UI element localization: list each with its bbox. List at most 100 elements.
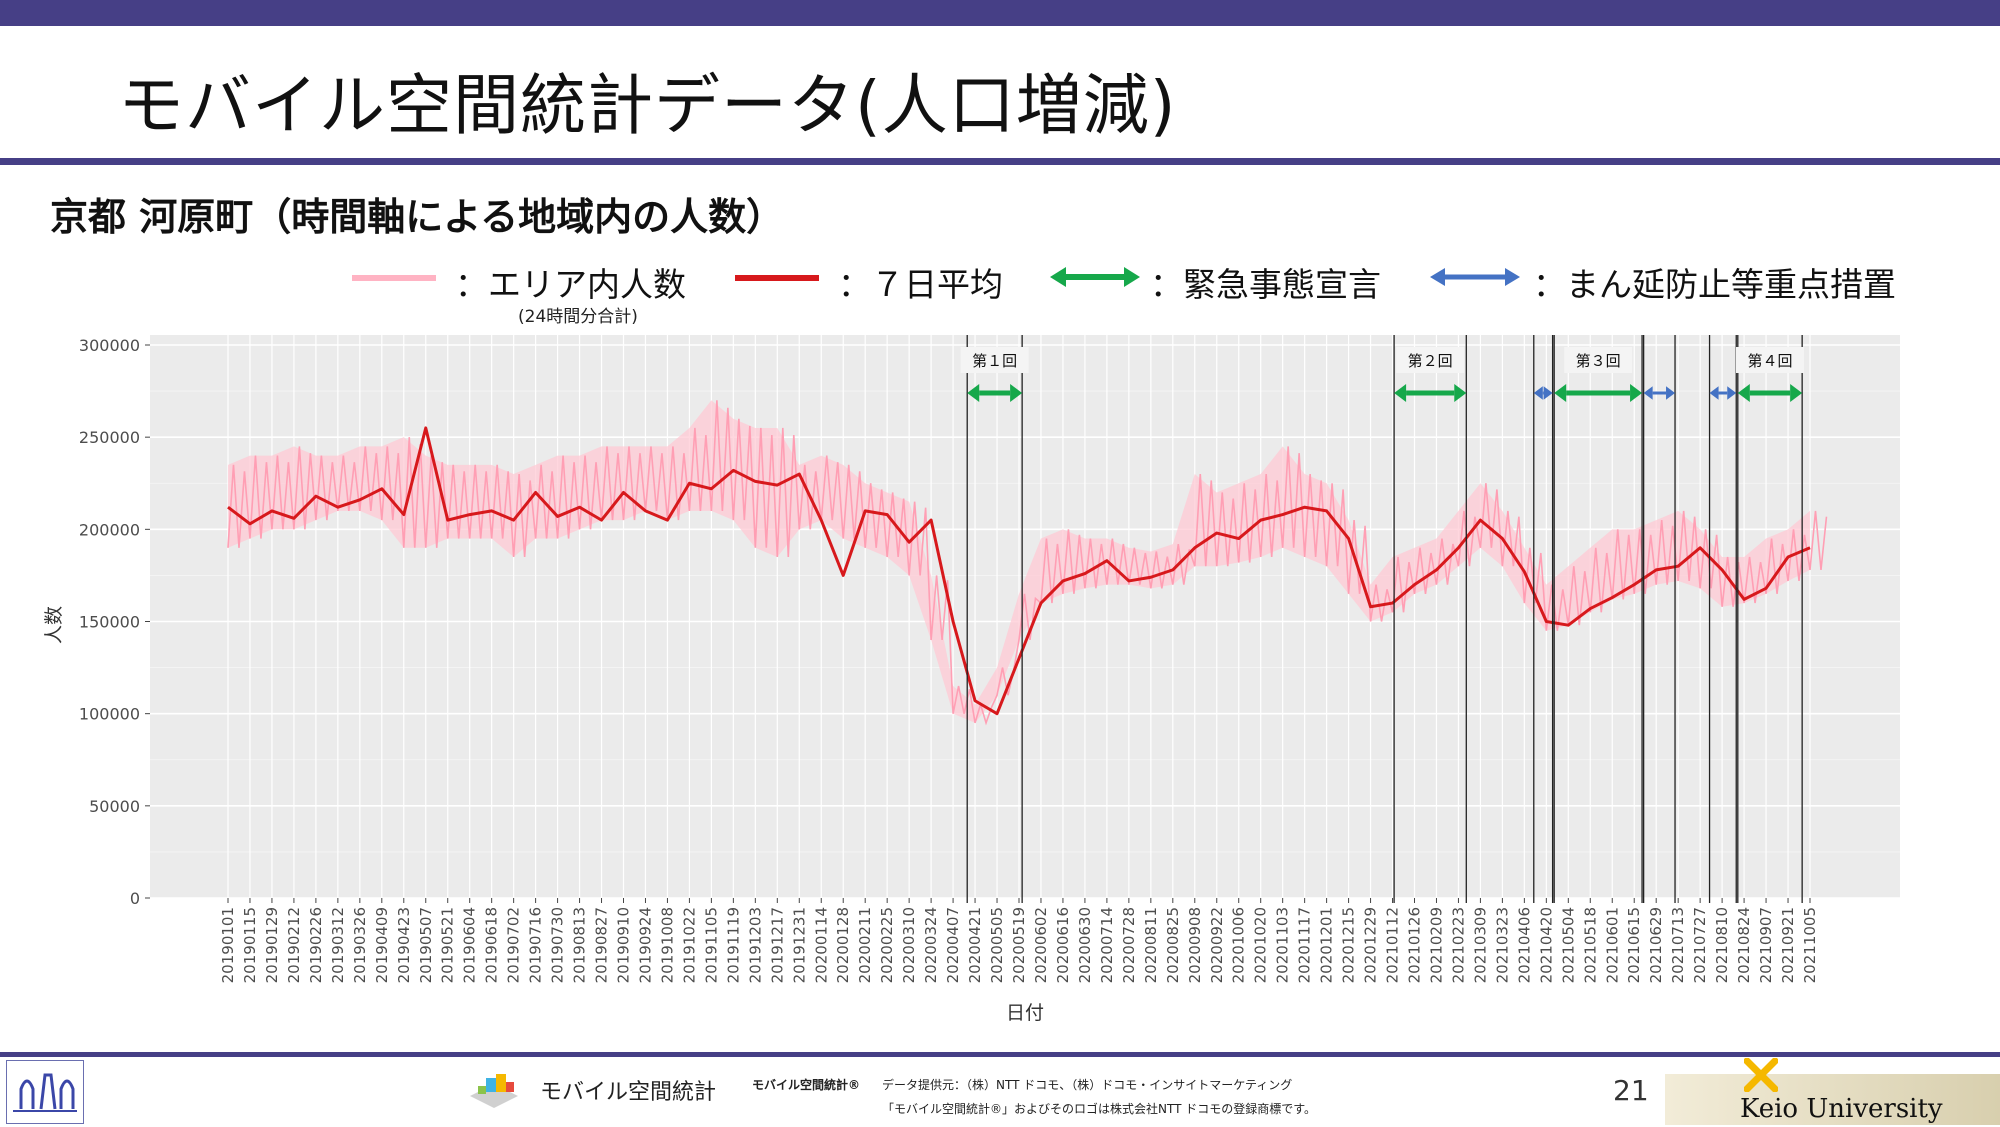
x-tick-label: 20190423 (395, 907, 413, 983)
title-divider (0, 158, 2000, 165)
y-tick-label: 100000 (79, 705, 140, 724)
legend-area-swatch (352, 275, 436, 281)
x-tick-label: 20211005 (1801, 907, 1819, 983)
x-tick-label: 20190101 (219, 907, 237, 983)
x-tick-label: 20201117 (1296, 907, 1314, 983)
x-tick-label: 20201006 (1230, 907, 1248, 983)
legend-emergency-arrow-icon (1050, 264, 1140, 290)
x-tick-label: 20200505 (988, 907, 1006, 983)
x-tick-label: 20190129 (263, 907, 281, 983)
x-tick-label: 20190604 (461, 907, 479, 983)
chart-subtitle: 京都 河原町（時間軸による地域内の人数） (50, 186, 784, 241)
x-tick-label: 20191008 (658, 907, 676, 983)
x-tick-label: 20201201 (1318, 907, 1336, 983)
x-tick-label: 20191119 (724, 907, 742, 983)
x-tick-label: 20200211 (856, 907, 874, 983)
x-tick-label: 20190910 (615, 907, 633, 983)
x-tick-label: 20200114 (812, 907, 830, 983)
x-tick-label: 20210406 (1515, 907, 1533, 983)
y-tick-label: 250000 (79, 428, 140, 447)
x-tick-label: 20210420 (1537, 907, 1555, 983)
y-tick-label: 200000 (79, 520, 140, 539)
x-tick-label: 20190326 (351, 907, 369, 983)
x-tick-label: 20210615 (1625, 907, 1643, 983)
x-tick-label: 20210921 (1779, 907, 1797, 983)
x-tick-label: 20201229 (1362, 907, 1380, 983)
y-tick-label: 300000 (79, 336, 140, 355)
mobile-spatial-logo-icon (466, 1070, 536, 1114)
footer-brand: モバイル空間統計 (540, 1074, 716, 1106)
legend-emergency-label: ：緊急事態宣言 (1150, 258, 1381, 306)
x-tick-label: 20200602 (1032, 907, 1050, 983)
x-tick-label: 20210907 (1757, 907, 1775, 983)
x-tick-label: 20190716 (527, 907, 545, 983)
x-tick-label: 20200421 (966, 907, 984, 983)
x-tick-label: 20200908 (1186, 907, 1204, 983)
x-tick-label: 20191105 (702, 907, 720, 983)
x-tick-label: 20210309 (1471, 907, 1489, 983)
x-tick-label: 20200310 (900, 907, 918, 983)
x-tick-label: 20210727 (1691, 907, 1709, 983)
period-label: 第３回 (1576, 352, 1621, 370)
x-tick-label: 20210112 (1384, 907, 1402, 983)
x-tick-label: 20210629 (1647, 907, 1665, 983)
x-tick-label: 20190702 (505, 907, 523, 983)
x-tick-label: 20210209 (1427, 907, 1445, 983)
legend-area-note: (24時間分合計) (518, 302, 638, 327)
x-tick-label: 20190827 (593, 907, 611, 983)
legend-priority-arrow-icon (1430, 264, 1520, 290)
x-tick-label: 20201215 (1340, 907, 1358, 983)
x-tick-label: 20200630 (1076, 907, 1094, 983)
footer-provider: データ提供元：（株）NTT ドコモ、（株）ドコモ・インサイトマーケティング (882, 1076, 1292, 1093)
lab-logo (6, 1060, 84, 1124)
footer-brand-small: モバイル空間統計® (752, 1076, 860, 1093)
footer-divider (0, 1052, 2000, 1057)
slide-title: モバイル空間統計データ(人口増減) (118, 52, 1177, 148)
keio-pen-icon (1744, 1058, 1778, 1092)
x-tick-label: 20190730 (549, 907, 567, 983)
x-tick-label: 20200811 (1142, 907, 1160, 983)
period-label: 第１回 (972, 352, 1017, 370)
legend-area-label: ：エリア内人数 (455, 258, 686, 306)
y-tick-label: 0 (130, 889, 140, 908)
legend-avg-label: ：７日平均 (838, 258, 1003, 306)
x-tick-label: 20200714 (1098, 907, 1116, 983)
x-tick-label: 20200324 (922, 907, 940, 983)
university-name: Keio University (1740, 1094, 1943, 1124)
x-tick-label: 20201020 (1252, 907, 1270, 983)
x-tick-label: 20191217 (768, 907, 786, 983)
x-tick-label: 20210223 (1449, 907, 1467, 983)
x-tick-label: 20210601 (1603, 907, 1621, 983)
y-axis-title: 人数 (43, 606, 65, 644)
x-tick-label: 20190521 (439, 907, 457, 983)
lab-logo-icon (7, 1061, 83, 1123)
x-tick-label: 20200225 (878, 907, 896, 983)
x-tick-label: 20201103 (1274, 907, 1292, 983)
page-number: 21 (1613, 1074, 1649, 1107)
x-tick-label: 20190226 (307, 907, 325, 983)
x-tick-label: 20190924 (636, 907, 654, 983)
period-label: 第２回 (1408, 352, 1453, 370)
x-tick-label: 20200922 (1208, 907, 1226, 983)
x-tick-label: 20190507 (417, 907, 435, 983)
x-tick-label: 20190115 (241, 907, 259, 983)
x-tick-label: 20191203 (746, 907, 764, 983)
x-tick-label: 20200519 (1010, 907, 1028, 983)
period-label: 第４回 (1747, 352, 1792, 370)
y-tick-label: 50000 (89, 797, 140, 816)
population-chart: 第１回 第２回 第３回 第４回 0 50000 100000 150000 200000 250… (0, 325, 2000, 1045)
x-tick-label: 20200616 (1054, 907, 1072, 983)
x-tick-label: 20210518 (1581, 907, 1599, 983)
x-tick-label: 20200128 (834, 907, 852, 983)
legend-avg-swatch (735, 275, 819, 281)
x-tick-label: 20210126 (1406, 907, 1424, 983)
x-tick-label: 20191022 (680, 907, 698, 983)
x-tick-label: 20210810 (1713, 907, 1731, 983)
x-tick-label: 20210824 (1735, 907, 1753, 983)
x-tick-label: 20210504 (1559, 907, 1577, 983)
x-tick-label: 20190312 (329, 907, 347, 983)
y-tick-label: 150000 (79, 613, 140, 632)
x-tick-label: 20210323 (1493, 907, 1511, 983)
x-tick-label: 20200825 (1164, 907, 1182, 983)
x-tick-label: 20190409 (373, 907, 391, 983)
